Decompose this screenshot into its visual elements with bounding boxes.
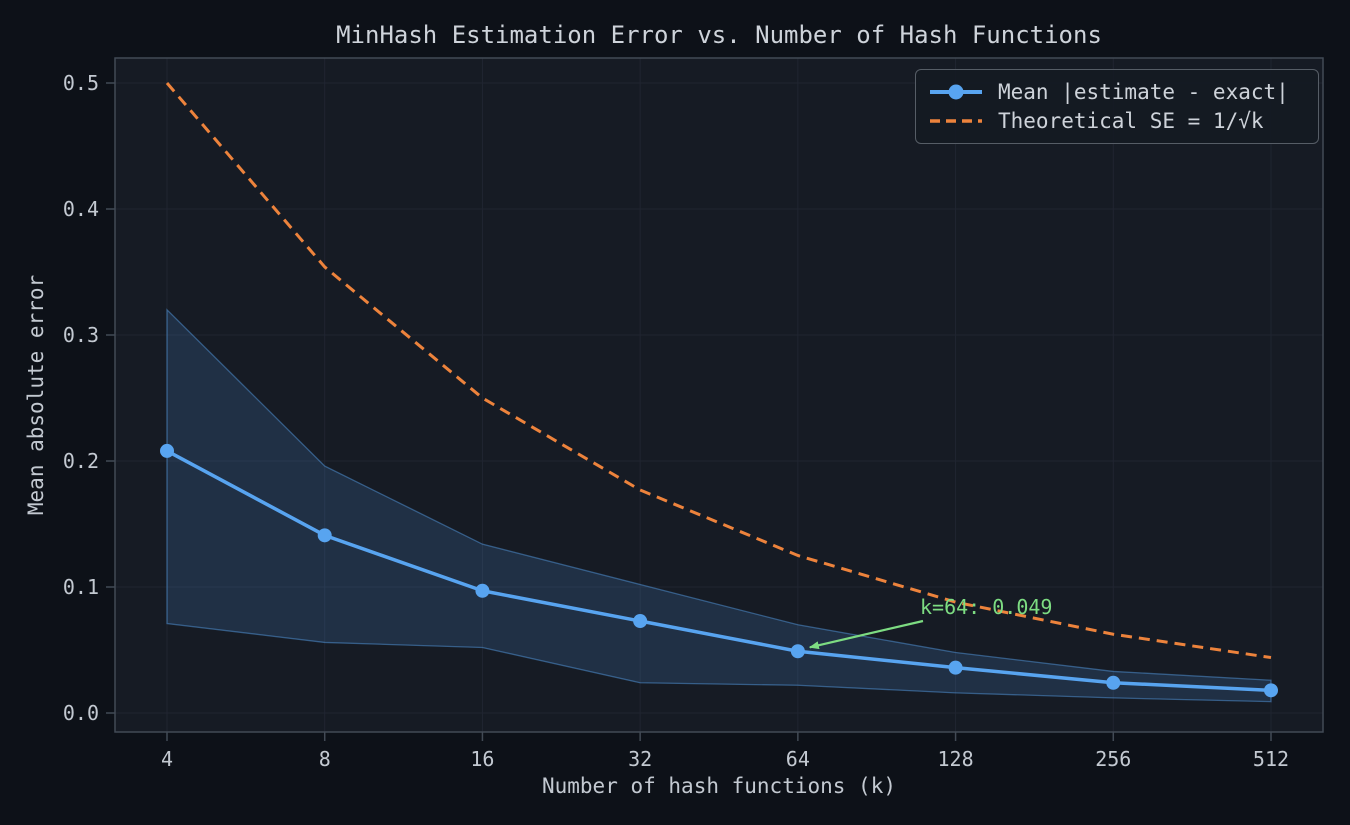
legend-item-mean-error: Mean |estimate - exact| [928, 80, 1306, 104]
mean-error-line [166, 449, 1272, 693]
data-point-k256 [1106, 675, 1121, 690]
legend-line-marker-icon [930, 84, 982, 100]
x-tick-label-128: 128 [938, 747, 974, 771]
data-point-k64 [790, 644, 805, 659]
data-point-k128 [948, 660, 963, 675]
y-tick-label-0.0: 0.0 [63, 701, 99, 725]
annotation-k64: k=64: 0.049 [920, 595, 1053, 619]
x-tick-label-16: 16 [470, 747, 494, 771]
data-point-k32 [633, 614, 648, 629]
legend: Mean |estimate - exact| Theoretical SE =… [915, 69, 1319, 144]
y-tick-label-0.3: 0.3 [63, 323, 99, 347]
x-axis-label: Number of hash functions (k) [541, 774, 896, 798]
theoretical-se-line [165, 82, 1272, 660]
x-tick-label-32: 32 [628, 747, 652, 771]
y-tick-label-0.4: 0.4 [63, 197, 99, 221]
x-tick-label-512: 512 [1253, 747, 1289, 771]
x-tick-label-256: 256 [1095, 747, 1131, 771]
x-tick-label-8: 8 [319, 747, 331, 771]
data-point-k512 [1263, 683, 1278, 698]
x-tick-label-4: 4 [161, 747, 173, 771]
y-axis-label: Mean absolute error [24, 274, 48, 516]
confidence-band [166, 308, 1272, 703]
legend-label-mean-error: Mean |estimate - exact| [998, 79, 1289, 104]
annotation-arrow [808, 619, 924, 650]
legend-label-theoretical-se: Theoretical SE = 1/√k [998, 109, 1264, 134]
y-tick-label-0.5: 0.5 [63, 71, 99, 95]
y-tick-label-0.1: 0.1 [63, 575, 99, 599]
x-tick-label-64: 64 [786, 747, 810, 771]
plot-spines [114, 57, 1324, 733]
plot-area [115, 58, 1323, 732]
data-point-k8 [317, 528, 332, 543]
data-point-k16 [475, 583, 490, 598]
y-tick-label-0.2: 0.2 [63, 449, 99, 473]
legend-dashed-line-icon [930, 119, 982, 124]
legend-item-theoretical-se: Theoretical SE = 1/√k [928, 109, 1306, 133]
chart-title: MinHash Estimation Error vs. Number of H… [336, 21, 1102, 49]
data-point-k4 [160, 443, 174, 458]
